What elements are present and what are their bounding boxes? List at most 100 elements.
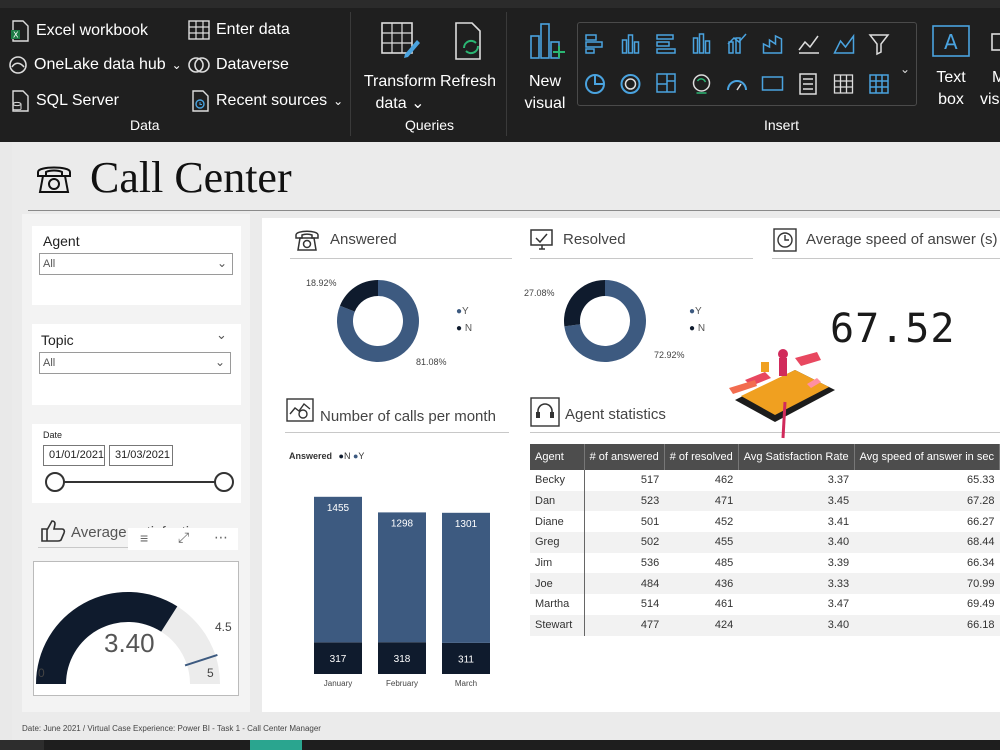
agent-name-cell: Diane bbox=[530, 511, 585, 533]
table-row[interactable]: Greg 502 455 3.40 68.44 bbox=[530, 532, 1000, 553]
agent-name-cell: Martha bbox=[530, 594, 585, 615]
clustered-bar-icon[interactable] bbox=[656, 34, 676, 54]
bar-segment-y[interactable] bbox=[314, 496, 362, 643]
text-box-label-1: Text bbox=[936, 69, 966, 86]
legend-item-n: ● N bbox=[456, 323, 473, 334]
chevron-down-icon[interactable]: ⌄ bbox=[216, 327, 227, 342]
card-icon[interactable] bbox=[761, 76, 784, 91]
clustered-column-icon[interactable] bbox=[621, 34, 640, 54]
text-box-label-2: box bbox=[938, 91, 964, 108]
donut-slice-y[interactable] bbox=[564, 280, 646, 362]
agent-stats-title: Agent statistics bbox=[565, 406, 666, 423]
bar-segment-y[interactable] bbox=[378, 512, 426, 643]
column-header[interactable]: Avg speed of answer in sec bbox=[854, 444, 1000, 470]
table-row[interactable]: Joe 484 436 3.33 70.99 bbox=[530, 573, 1000, 595]
line-chart-icon[interactable] bbox=[798, 35, 819, 54]
chevron-down-icon: ⌄ bbox=[171, 58, 182, 72]
column-header[interactable]: Avg Satisfaction Rate bbox=[738, 444, 855, 470]
column-header[interactable]: # of resolved bbox=[664, 444, 739, 470]
table-cell: 67.28 bbox=[854, 490, 1000, 512]
treemap-icon[interactable] bbox=[656, 73, 676, 93]
date-end-input[interactable]: 31/03/2021 bbox=[109, 445, 173, 466]
data-label-y: 1455 bbox=[327, 503, 350, 514]
table-grid-icon bbox=[188, 20, 210, 40]
sql-server-icon bbox=[12, 90, 29, 112]
donut-slice-n[interactable] bbox=[564, 280, 605, 327]
svg-text:A: A bbox=[944, 30, 958, 54]
speed-divider bbox=[772, 258, 1000, 259]
table-icon[interactable] bbox=[833, 74, 854, 94]
bar-segment-n[interactable] bbox=[314, 642, 362, 674]
donut-slice-n[interactable] bbox=[339, 280, 378, 312]
area-chart-icon[interactable] bbox=[833, 33, 855, 54]
sql-server-button[interactable]: SQL Server bbox=[10, 90, 119, 112]
map-icon[interactable] bbox=[692, 74, 711, 94]
dataverse-button[interactable]: Dataverse bbox=[188, 55, 289, 75]
funnel-icon[interactable] bbox=[868, 34, 890, 56]
table-cell: 462 bbox=[714, 474, 734, 487]
focus-mode-icon[interactable]: ⤢ bbox=[178, 529, 190, 545]
filter-lines-icon[interactable]: ≡ bbox=[140, 530, 149, 546]
gauge-target-label: 4.5 bbox=[215, 620, 232, 634]
table-row[interactable]: Jim 536 485 3.39 66.34 bbox=[530, 552, 1000, 574]
speed-kpi-value: 67.52 bbox=[830, 306, 956, 352]
visual-gallery-icons[interactable] bbox=[580, 28, 900, 102]
multi-row-card-icon[interactable] bbox=[799, 73, 817, 95]
resolved-label-y: 72.92% bbox=[654, 350, 685, 360]
date-range-track bbox=[54, 481, 224, 483]
more-options-icon[interactable]: ⋯ bbox=[214, 529, 228, 545]
table-cell: 69.49 bbox=[966, 598, 995, 611]
answered-donut-chart bbox=[337, 280, 419, 362]
bar-segment-n[interactable] bbox=[378, 642, 426, 674]
table-cell: 3.33 bbox=[738, 573, 855, 595]
bar-segment-y[interactable] bbox=[442, 512, 490, 643]
topic-dropdown[interactable]: All ⌄ bbox=[39, 352, 231, 374]
date-start-input[interactable]: 01/01/2021 bbox=[43, 445, 105, 466]
gallery-expand-chevron-icon[interactable]: ⌄ bbox=[900, 62, 911, 76]
onelake-label: OneLake data hub bbox=[34, 56, 166, 73]
bar-segment-n[interactable] bbox=[442, 642, 490, 674]
excel-workbook-button[interactable]: X Excel workbook bbox=[10, 20, 148, 42]
date-end-handle[interactable] bbox=[214, 472, 234, 492]
refresh-button[interactable]: Refresh bbox=[440, 20, 496, 93]
text-box-button[interactable]: A Text box bbox=[926, 22, 976, 111]
table-row[interactable]: Dan 523 471 3.45 67.28 bbox=[530, 490, 1000, 512]
speed-title: Average speed of answer (s) bbox=[806, 231, 998, 248]
answered-label-n: 18.92% bbox=[306, 278, 337, 288]
taskbar-active-app[interactable] bbox=[250, 740, 302, 750]
ribbon-top-strip bbox=[0, 0, 1000, 8]
donut-slice-y[interactable] bbox=[337, 280, 419, 362]
table-row[interactable]: Stewart 477 424 3.40 66.18 bbox=[530, 614, 1000, 636]
gauge-card: 3.40 0 5 4.5 bbox=[33, 561, 239, 696]
gauge-icon[interactable] bbox=[727, 80, 747, 91]
topic-slicer-title: Topic bbox=[41, 332, 74, 348]
more-visuals-button[interactable]: M visu bbox=[980, 22, 1000, 111]
new-visual-button[interactable]: New visual bbox=[520, 20, 570, 115]
enter-data-button[interactable]: Enter data bbox=[188, 20, 290, 40]
taskbar-start[interactable] bbox=[0, 740, 44, 750]
table-row[interactable]: Martha 514 461 3.47 69.49 bbox=[530, 594, 1000, 615]
agent-dropdown[interactable]: All ⌄ bbox=[39, 253, 233, 275]
pie-chart-icon[interactable] bbox=[585, 74, 605, 94]
agent-name-cell: Dan bbox=[530, 490, 585, 512]
transform-data-button[interactable]: Transform data ⌄ bbox=[362, 20, 438, 115]
column-header[interactable]: Agent bbox=[530, 444, 585, 470]
stacked-bar-icon[interactable] bbox=[585, 34, 603, 54]
ribbon-chart-icon[interactable] bbox=[762, 34, 783, 54]
visual-header-toolbar: ≡ ⤢ ⋯ bbox=[128, 528, 238, 550]
recent-sources-icon bbox=[192, 90, 209, 112]
date-start-handle[interactable] bbox=[45, 472, 65, 492]
donut-chart-icon[interactable] bbox=[620, 74, 641, 94]
resolved-check-icon bbox=[530, 229, 553, 250]
table-cell: 436 bbox=[664, 573, 739, 595]
agent-dropdown-value: All bbox=[43, 258, 56, 270]
stacked-column-icon[interactable] bbox=[692, 33, 711, 54]
matrix-icon[interactable] bbox=[869, 74, 889, 94]
table-row[interactable]: Becky 517 462 3.37 65.33 bbox=[530, 470, 1000, 491]
table-row[interactable]: Diane 501 452 3.41 66.27 bbox=[530, 511, 1000, 533]
recent-sources-button[interactable]: Recent sources ⌄ bbox=[190, 90, 343, 112]
column-header[interactable]: # of answered bbox=[584, 444, 665, 470]
table-cell: 517 bbox=[640, 474, 660, 487]
onelake-data-hub-button[interactable]: OneLake data hub ⌄ bbox=[8, 55, 182, 75]
line-column-icon[interactable] bbox=[727, 33, 747, 54]
